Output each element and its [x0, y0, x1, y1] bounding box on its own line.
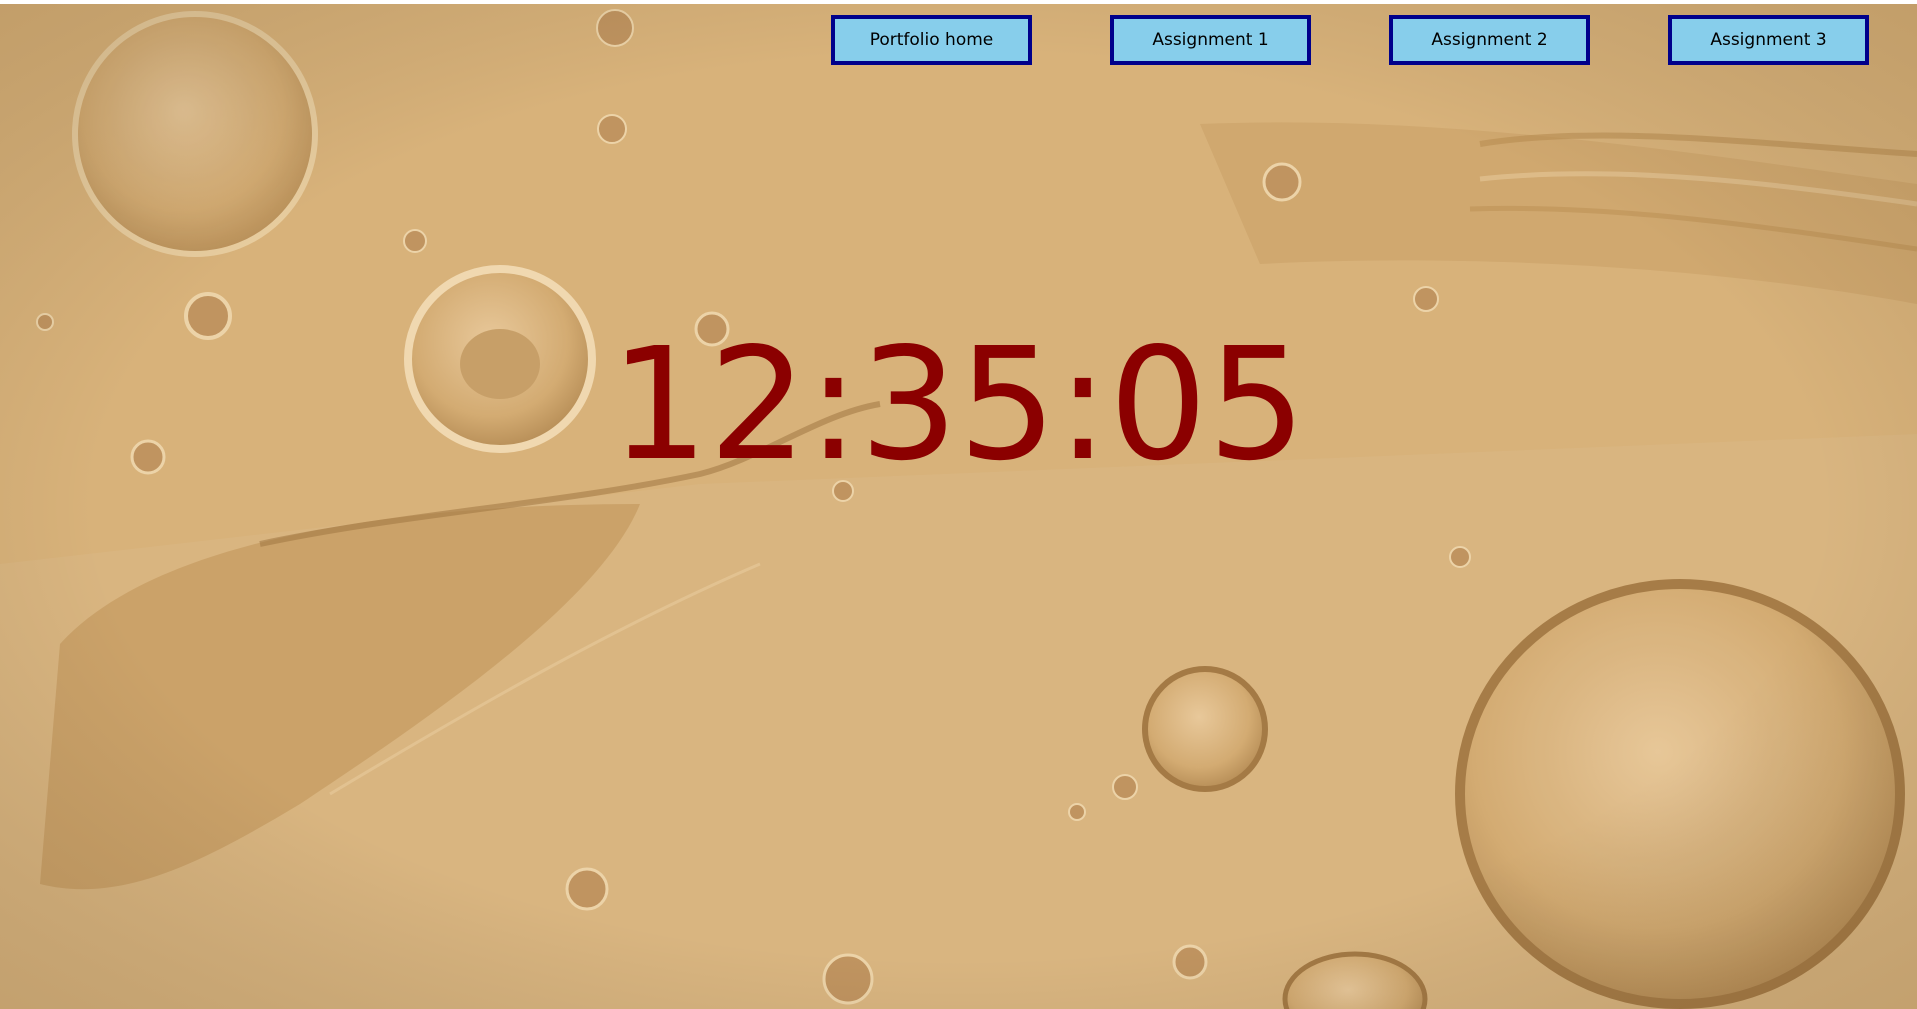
assignment-1-button[interactable]: Assignment 1 — [1110, 15, 1311, 65]
top-strip — [0, 0, 1917, 4]
portfolio-home-button[interactable]: Portfolio home — [831, 15, 1032, 65]
mars-terrain-background — [0, 4, 1917, 1009]
assignment-3-button[interactable]: Assignment 3 — [1668, 15, 1869, 65]
assignment-2-button[interactable]: Assignment 2 — [1389, 15, 1590, 65]
clock-display: 12:35:05 — [610, 314, 1307, 495]
